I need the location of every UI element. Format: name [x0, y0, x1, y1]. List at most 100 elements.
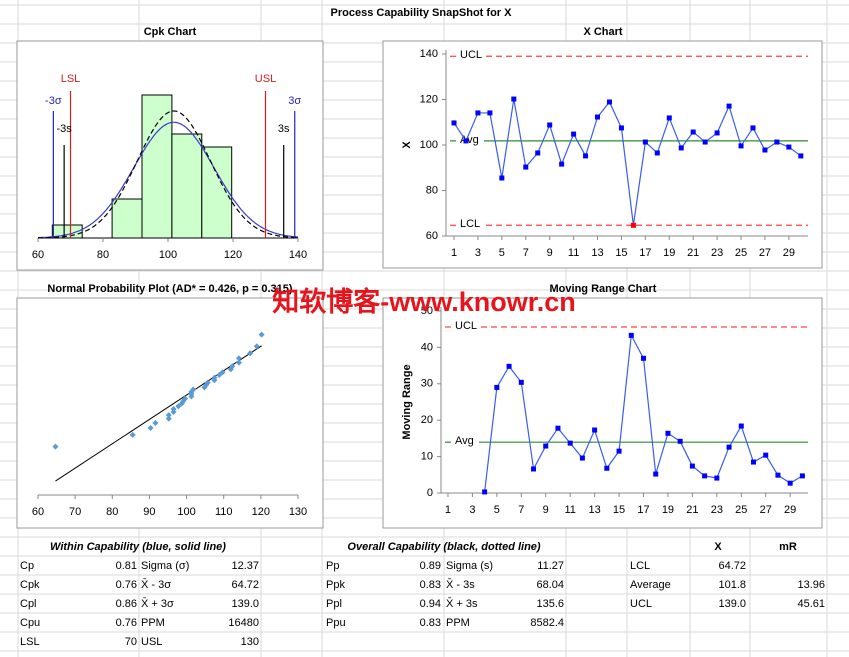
- probability-point: [204, 379, 211, 386]
- point-marker: [774, 139, 780, 145]
- chart-title: Normal Probability Plot (AD* = 0.426, p …: [47, 283, 292, 295]
- x-tick-label: 120: [252, 506, 270, 518]
- probability-point: [253, 343, 260, 350]
- point-marker: [475, 110, 481, 116]
- y-tick-label: 30: [421, 378, 433, 390]
- table-cell: 11.27: [537, 560, 564, 572]
- point-marker: [559, 161, 565, 167]
- histogram-bar: [201, 146, 233, 239]
- table-cell: 0.94: [420, 598, 441, 610]
- table-cell: 16480: [228, 617, 259, 629]
- x-tick-label: 19: [662, 504, 674, 516]
- point-marker: [482, 489, 488, 495]
- y-tick-label: 140: [420, 48, 438, 60]
- table-cell: 139.0: [231, 598, 259, 610]
- table-cell: X̄ - 3σ: [141, 578, 171, 591]
- y-tick-label: 20: [421, 414, 433, 426]
- point-marker: [775, 472, 781, 478]
- table-title: Within Capability (blue, solid line): [50, 541, 226, 553]
- point-marker: [630, 222, 636, 228]
- x-tick-label: 11: [568, 247, 579, 259]
- chart-area: [382, 297, 823, 529]
- table-cell: X̄ - 3s: [446, 578, 475, 591]
- point-marker: [799, 473, 805, 479]
- x-tick-label: 3: [475, 247, 481, 259]
- y-tick-label: 0: [427, 487, 433, 499]
- x-tick-label: 17: [637, 504, 649, 516]
- x-tick-label: 9: [547, 247, 553, 259]
- point-marker: [618, 125, 624, 131]
- table-cell: 68.04: [536, 579, 564, 591]
- table-cell: X̄ + 3s: [446, 597, 478, 610]
- x-tick-label: 60: [32, 249, 44, 261]
- series-line: [453, 98, 802, 226]
- table-cell: 0.76: [116, 579, 137, 591]
- point-marker: [606, 99, 612, 105]
- table-cell: Ppk: [326, 579, 345, 591]
- table-cell: Cpl: [20, 598, 37, 610]
- table-cell: 139.0: [718, 598, 746, 610]
- x-tick-label: 25: [735, 504, 747, 516]
- table-column-header: X: [714, 541, 722, 553]
- x-tick-label: 25: [735, 247, 747, 259]
- point-marker: [665, 430, 671, 436]
- table-cell: LCL: [630, 560, 650, 572]
- x-tick-label: 60: [32, 506, 44, 518]
- table-cell: 0.76: [116, 617, 137, 629]
- probability-point: [229, 363, 236, 370]
- x-tick-label: 21: [686, 504, 698, 516]
- point-marker: [583, 153, 589, 159]
- reference-label: USL: [255, 73, 276, 85]
- probability-point: [235, 355, 242, 362]
- point-marker: [653, 471, 659, 477]
- table-cell: Cpk: [20, 579, 40, 591]
- page-title: Process Capability SnapShot for X: [331, 7, 513, 19]
- point-marker: [763, 452, 769, 458]
- histogram-bar: [111, 198, 143, 239]
- table-cell: Ppu: [326, 617, 346, 629]
- control-line-label: LCL: [460, 218, 480, 230]
- point-marker: [595, 114, 601, 120]
- point-marker: [543, 443, 549, 449]
- chart-area: [382, 40, 823, 269]
- x-tick-label: 29: [784, 504, 796, 516]
- point-marker: [738, 143, 744, 149]
- table-cell: UCL: [630, 598, 652, 610]
- probability-point: [170, 409, 177, 416]
- table-cell: 70: [125, 636, 137, 648]
- probability-point: [235, 359, 242, 366]
- point-marker: [750, 459, 756, 465]
- point-marker: [628, 332, 634, 338]
- point-marker: [518, 379, 524, 385]
- table-cell: Sigma (s): [446, 560, 493, 572]
- table-cell: USL: [141, 636, 162, 648]
- probability-point: [190, 386, 197, 393]
- table-cell: 0.83: [420, 617, 441, 629]
- x-tick-label: 13: [591, 247, 603, 259]
- x-tick-label: 15: [615, 247, 627, 259]
- probability-point: [165, 415, 172, 422]
- x-tick-label: 120: [224, 249, 242, 261]
- point-marker: [786, 144, 792, 150]
- point-marker: [750, 125, 756, 131]
- probability-point: [52, 443, 59, 450]
- normal-curve: [38, 121, 299, 239]
- table-cell: 64.72: [231, 579, 259, 591]
- probability-point: [219, 369, 226, 376]
- point-marker: [690, 129, 696, 135]
- point-marker: [616, 448, 622, 454]
- x-tick-label: 29: [783, 247, 795, 259]
- x-tick-label: 7: [523, 247, 529, 259]
- table-cell: 12.37: [231, 560, 259, 572]
- reference-label: 3σ: [288, 95, 301, 107]
- control-line-label: Avg: [455, 435, 474, 447]
- table-cell: 0.81: [116, 560, 137, 572]
- x-tick-label: 9: [543, 504, 549, 516]
- table-cell: Average: [630, 579, 671, 591]
- probability-point: [165, 412, 172, 419]
- x-tick-label: 80: [97, 249, 109, 261]
- point-marker: [666, 115, 672, 121]
- control-line-label: UCL: [455, 320, 477, 332]
- x-tick-label: 100: [159, 249, 177, 261]
- y-tick-label: 10: [421, 451, 433, 463]
